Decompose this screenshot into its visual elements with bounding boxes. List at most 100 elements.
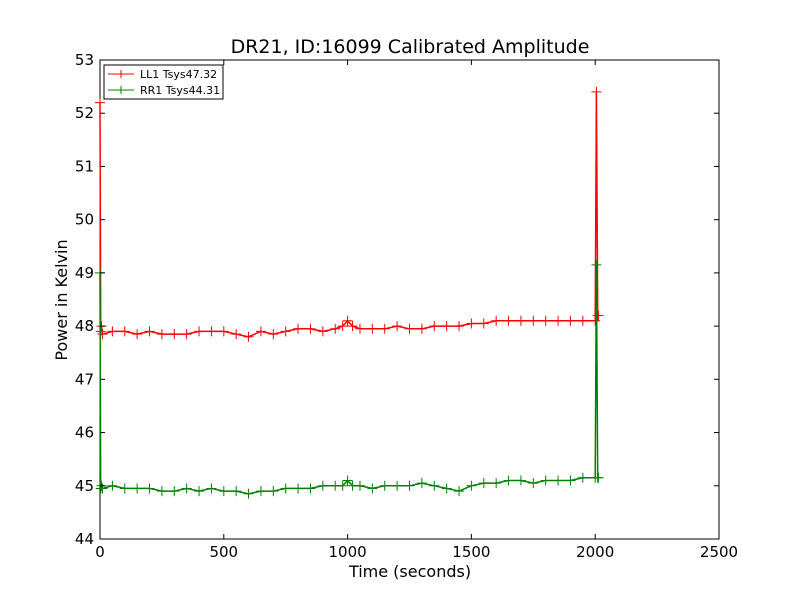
y-tick-label: 53 xyxy=(75,51,94,69)
series-1 xyxy=(95,259,604,499)
data-point xyxy=(293,323,304,334)
data-point xyxy=(515,315,526,326)
data-point xyxy=(268,486,279,497)
data-point xyxy=(305,483,316,494)
data-point xyxy=(367,323,378,334)
legend-box xyxy=(103,64,224,100)
data-point xyxy=(515,475,526,486)
data-point xyxy=(478,478,489,489)
legend-label: RR1 Tsys44.31 xyxy=(140,84,220,97)
data-point xyxy=(354,480,365,491)
data-point xyxy=(441,483,452,494)
data-point xyxy=(553,315,564,326)
y-tick-label: 45 xyxy=(75,477,94,495)
data-point xyxy=(342,475,353,486)
data-point xyxy=(354,323,365,334)
data-point xyxy=(478,318,489,329)
data-point xyxy=(132,483,143,494)
data-point xyxy=(144,326,155,337)
y-tick-label: 50 xyxy=(75,211,94,229)
data-point xyxy=(577,472,588,483)
data-point xyxy=(528,478,539,489)
data-point xyxy=(218,486,229,497)
data-point xyxy=(107,326,118,337)
x-axis: 0 500 1000 1500 2000 2500 xyxy=(95,60,738,561)
data-point xyxy=(466,480,477,491)
data-point xyxy=(107,480,118,491)
data-point xyxy=(255,326,266,337)
y-tick-label: 46 xyxy=(75,424,94,442)
data-point xyxy=(491,315,502,326)
data-point xyxy=(379,480,390,491)
y-axis: 44 45 46 47 48 49 50 51 52 53 xyxy=(75,51,719,548)
data-point xyxy=(593,310,604,321)
data-point xyxy=(540,315,551,326)
data-point xyxy=(337,480,348,491)
data-point xyxy=(280,483,291,494)
data-point xyxy=(231,486,242,497)
legend-label: LL1 Tsys47.32 xyxy=(140,68,217,81)
data-point xyxy=(119,483,130,494)
y-axis-label: Power in Kelvin xyxy=(52,239,71,360)
data-point xyxy=(392,321,403,332)
y-tick-label: 47 xyxy=(75,370,94,388)
data-point xyxy=(342,315,353,326)
legend-marker xyxy=(117,70,125,78)
data-point xyxy=(231,329,242,340)
y-tick-label: 49 xyxy=(75,264,94,282)
chart-title: DR21, ID:16099 Calibrated Amplitude xyxy=(231,36,590,58)
data-point xyxy=(429,321,440,332)
series-layer xyxy=(95,86,604,499)
data-point xyxy=(404,323,415,334)
data-point xyxy=(255,486,266,497)
data-point xyxy=(591,86,602,97)
legend-entry: RR1 Tsys44.31 xyxy=(108,84,220,97)
legend-entry: LL1 Tsys47.32 xyxy=(108,68,217,81)
data-point xyxy=(416,478,427,489)
data-point xyxy=(169,486,180,497)
data-point xyxy=(268,329,279,340)
y-tick-label: 44 xyxy=(75,530,94,548)
data-point xyxy=(540,475,551,486)
data-point xyxy=(305,323,316,334)
data-point xyxy=(591,259,602,270)
data-point xyxy=(218,326,229,337)
x-tick-label: 500 xyxy=(209,543,238,561)
data-point xyxy=(181,483,192,494)
data-point xyxy=(404,480,415,491)
data-point xyxy=(132,329,143,340)
data-point xyxy=(97,483,108,494)
data-point xyxy=(379,323,390,334)
data-point xyxy=(317,480,328,491)
data-point xyxy=(97,329,108,340)
data-point xyxy=(491,478,502,489)
data-point xyxy=(577,315,588,326)
x-tick-label: 0 xyxy=(95,543,105,561)
data-point xyxy=(528,315,539,326)
data-point xyxy=(503,475,514,486)
series-0 xyxy=(95,86,604,342)
data-point xyxy=(169,329,180,340)
x-tick-label: 1500 xyxy=(452,543,490,561)
plot-area xyxy=(95,59,720,540)
data-point xyxy=(243,331,254,342)
legend: LL1 Tsys47.32 RR1 Tsys44.31 xyxy=(103,64,224,100)
legend-marker xyxy=(117,86,125,94)
data-point xyxy=(590,315,601,326)
data-point xyxy=(503,315,514,326)
data-point xyxy=(156,329,167,340)
data-point xyxy=(454,486,465,497)
data-point xyxy=(553,475,564,486)
data-point xyxy=(181,329,192,340)
data-point xyxy=(454,321,465,332)
data-point xyxy=(565,315,576,326)
data-point xyxy=(593,472,604,483)
data-point xyxy=(144,483,155,494)
data-point xyxy=(347,321,358,332)
y-tick-label: 52 xyxy=(75,104,94,122)
data-point xyxy=(337,321,348,332)
data-point xyxy=(330,323,341,334)
data-point xyxy=(194,326,205,337)
y-tick-label: 51 xyxy=(75,157,94,175)
data-point xyxy=(416,323,427,334)
